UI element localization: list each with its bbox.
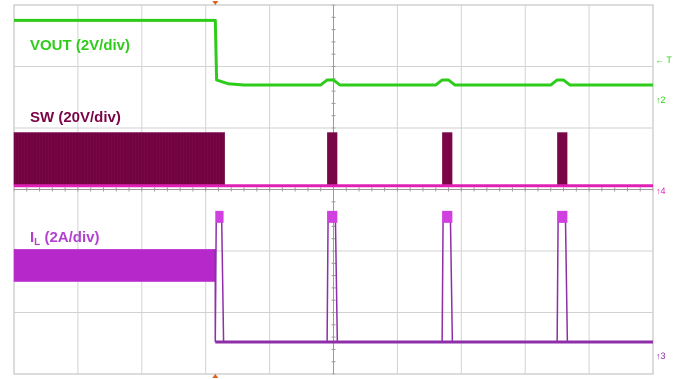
il-ground-marker: ↑3 — [656, 351, 666, 361]
traces — [13, 18, 653, 344]
il-pulse-top — [215, 210, 224, 223]
il-label-main: I — [30, 229, 34, 246]
sw-ground-marker: ↑4 — [656, 186, 666, 196]
il-label: IL (2A/div) — [30, 229, 99, 248]
trigger-position-marker — [212, 374, 219, 378]
sw-switching-burst — [14, 132, 225, 186]
il-pulse-top — [442, 210, 453, 223]
trigger-marker-label: T — [666, 55, 672, 65]
trigger-level-marker: ← T — [655, 55, 672, 65]
vout-ground-marker: ↑2 — [656, 95, 666, 105]
sw-switching-burst — [557, 132, 568, 186]
il-pulse-top — [557, 210, 568, 223]
vout-marker-label: 2 — [661, 95, 666, 105]
trigger-position-marker — [212, 1, 219, 5]
sw-marker-label: 4 — [661, 186, 666, 196]
vout-trace — [14, 18, 653, 87]
il-label-rest: (2A/div) — [40, 229, 99, 246]
il-marker-label: 3 — [661, 351, 666, 361]
il-pulse-top — [327, 210, 338, 223]
vout-label: VOUT (2V/div) — [30, 37, 130, 54]
il-ripple-envelope — [14, 249, 216, 282]
sw-label: SW (20V/div) — [30, 109, 121, 126]
channel-markers: ← T ↑2 ↑4 ↑3 — [655, 55, 672, 361]
sw-switching-burst — [442, 132, 453, 186]
sw-switching-burst — [327, 132, 338, 186]
il-label-subscript: L — [34, 237, 40, 248]
channel-labels: VOUT (2V/div) SW (20V/div) IL (2A/div) — [30, 37, 130, 248]
